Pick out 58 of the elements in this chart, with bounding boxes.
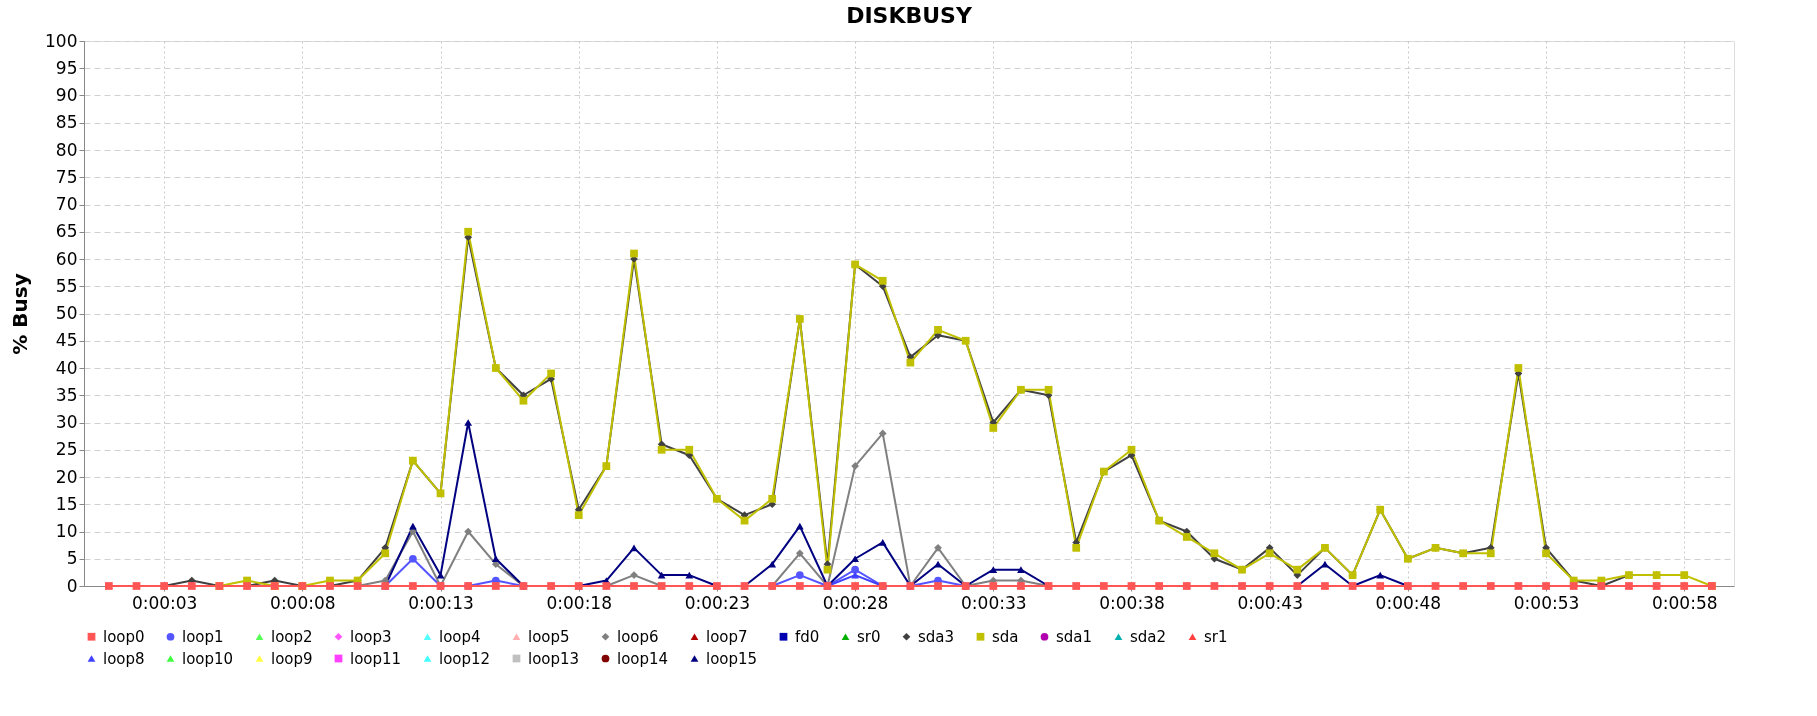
legend-label: loop11	[350, 649, 402, 668]
y-tick-label: 90	[55, 85, 78, 105]
y-tick-label: 50	[55, 303, 78, 323]
x-tick-label: 0:00:58	[1651, 592, 1718, 613]
y-tick-label: 55	[55, 275, 78, 296]
legend-label: sda	[992, 627, 1019, 646]
legend-label: loop8	[103, 649, 145, 668]
y-tick-label: 40	[55, 357, 78, 378]
legend-label: loop12	[439, 649, 491, 668]
legend-label: loop5	[528, 627, 570, 646]
legend-label: loop6	[617, 627, 659, 646]
x-tick-label: 0:00:33	[961, 592, 1027, 613]
legend-label: loop1	[182, 627, 224, 646]
legend-label: loop3	[350, 627, 392, 646]
legend-label: loop0	[103, 627, 145, 646]
legend-label: sr1	[1204, 627, 1228, 646]
y-tick-label: 100	[45, 30, 78, 51]
y-tick-label: 45	[55, 330, 78, 351]
legend-label: sda1	[1056, 627, 1093, 646]
legend-label: sda3	[918, 627, 955, 646]
x-tick-label: 0:00:13	[408, 592, 474, 613]
legend-label: loop13	[528, 649, 580, 668]
y-axis-title: % Busy	[8, 273, 33, 355]
y-tick-label: 60	[55, 248, 78, 269]
y-tick-label: 80	[55, 139, 78, 160]
x-tick-label: 0:00:18	[546, 592, 612, 613]
x-tick-label: 0:00:28	[822, 592, 889, 613]
legend-label: sda2	[1130, 627, 1167, 646]
x-tick-label: 0:00:38	[1099, 592, 1165, 613]
y-tick-label: 5	[66, 548, 78, 569]
chart-title: DISKBUSY	[846, 3, 973, 28]
x-tick-label: 0:00:08	[270, 592, 336, 613]
y-tick-label: 85	[55, 112, 78, 133]
x-tick-label: 0:00:53	[1513, 592, 1580, 613]
y-tick-label: 35	[55, 384, 78, 405]
legend-label: sr0	[857, 627, 881, 646]
legend-label: loop4	[439, 627, 481, 646]
y-tick-label: 20	[55, 466, 78, 487]
y-tick-label: 65	[55, 221, 78, 242]
x-tick-label: 0:00:23	[684, 592, 751, 613]
y-tick-label: 10	[55, 521, 78, 541]
x-tick-label: 0:00:03	[131, 592, 198, 613]
y-tick-label: 25	[55, 439, 78, 460]
y-tick-label: 30	[55, 412, 78, 432]
y-tick-label: 15	[55, 493, 78, 514]
x-tick-label: 0:00:43	[1237, 592, 1303, 613]
y-tick-label: 95	[55, 57, 78, 78]
legend-label: loop10	[182, 649, 234, 668]
legend-label: fd0	[795, 627, 820, 646]
legend-label: loop9	[271, 649, 313, 668]
x-tick-label: 0:00:48	[1375, 592, 1442, 613]
y-tick-label: 70	[55, 194, 78, 214]
legend-label: loop14	[617, 649, 669, 668]
legend-label: loop15	[706, 649, 758, 668]
legend-label: loop2	[271, 627, 313, 646]
y-tick-label: 75	[55, 166, 78, 187]
legend-label: loop7	[706, 627, 748, 646]
y-tick-label: 0	[66, 575, 78, 596]
